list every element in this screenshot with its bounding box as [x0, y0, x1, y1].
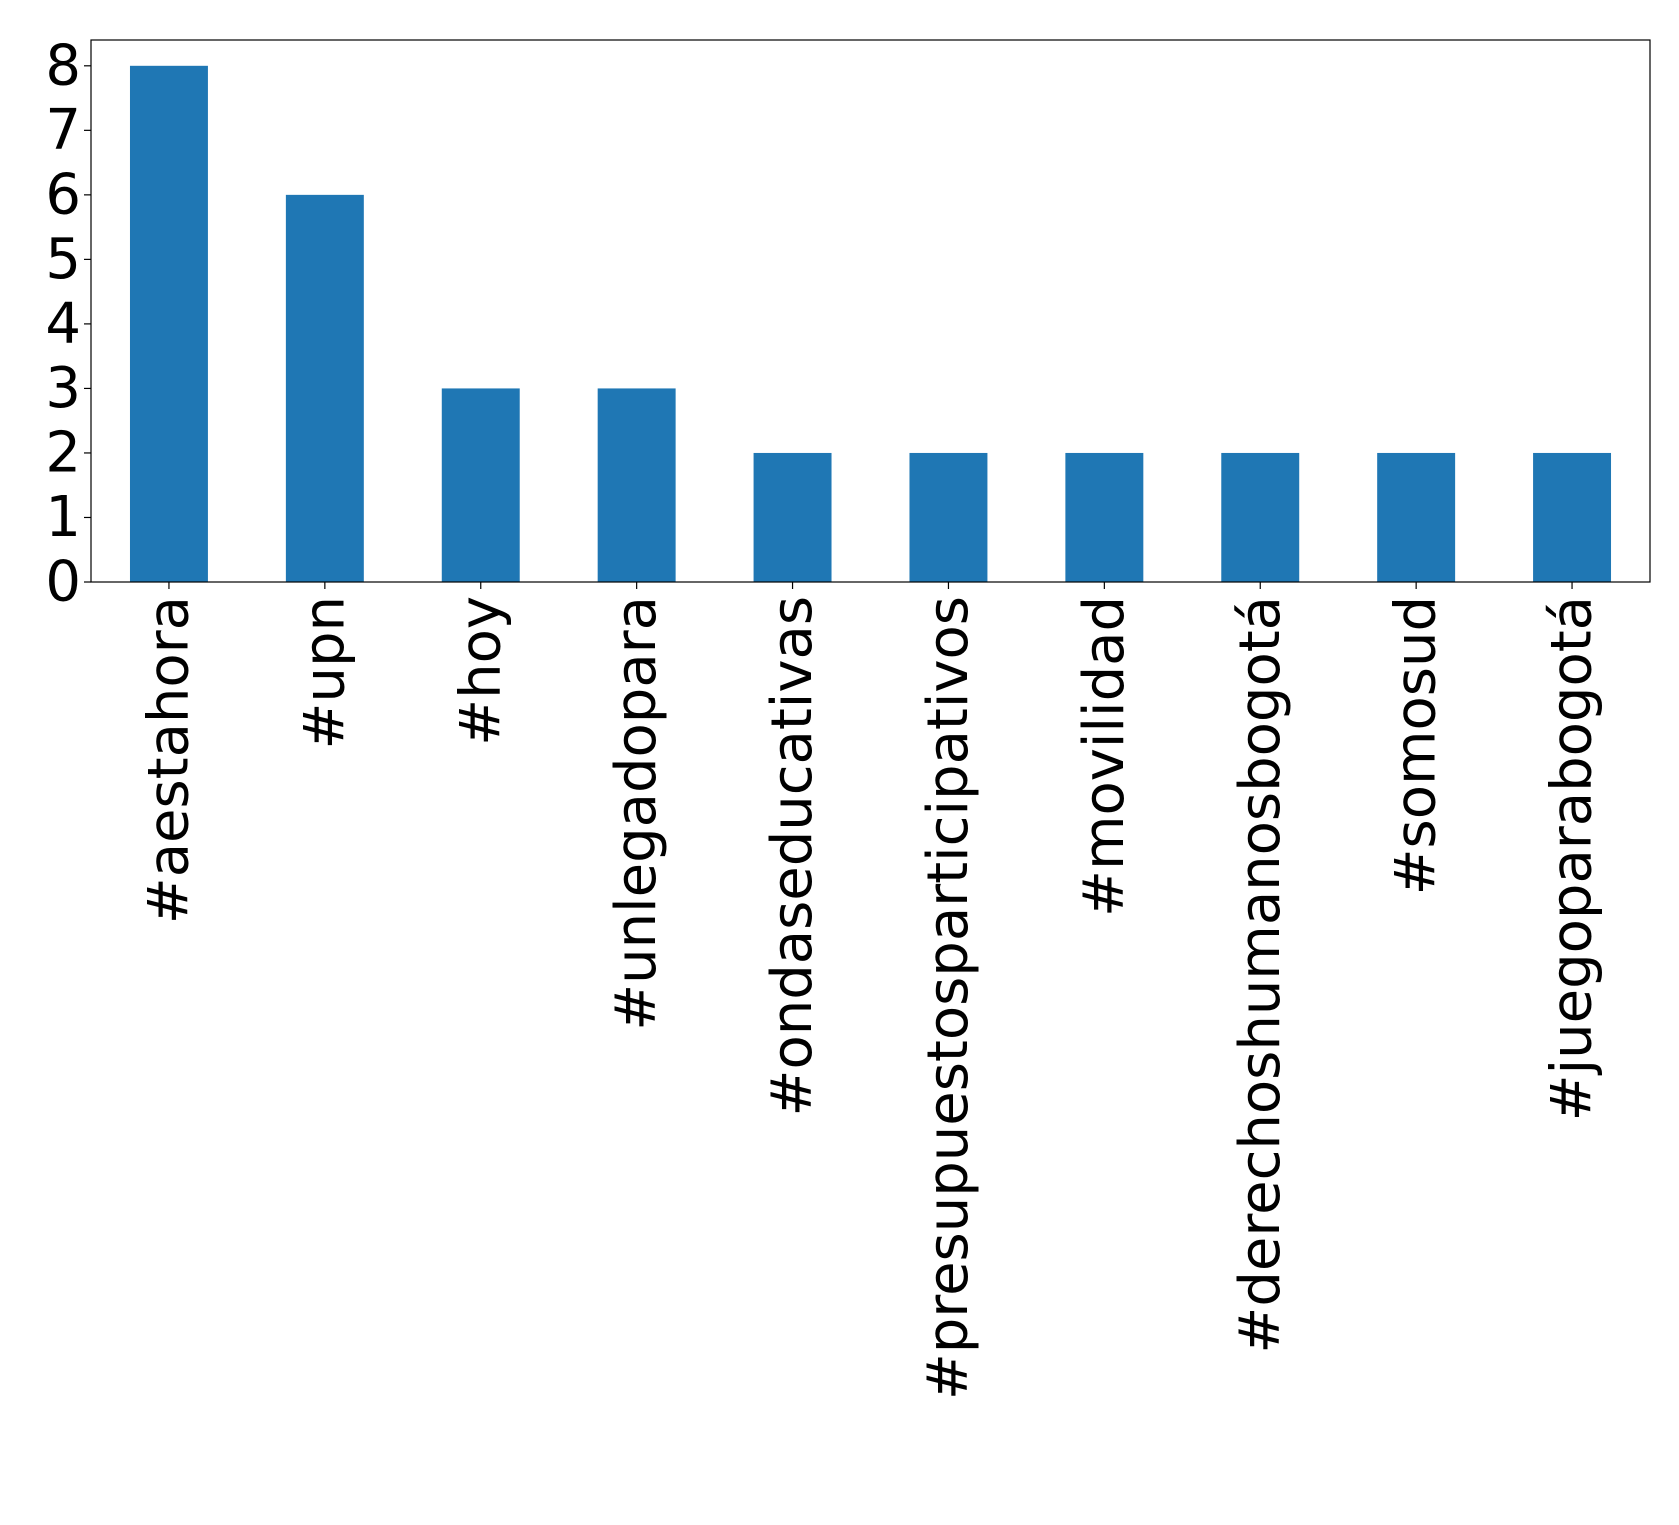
- x-tick-label: #derechoshumanosbogotá: [1228, 596, 1293, 1354]
- x-tick-label: #somosud: [1384, 596, 1449, 895]
- y-tick-label: 6: [45, 162, 81, 227]
- y-tick-label: 2: [45, 420, 81, 485]
- y-tick-label: 5: [45, 227, 81, 292]
- x-tick-label: #ondaseducativas: [760, 596, 825, 1116]
- plot-frame: [90, 39, 1651, 583]
- y-tick-label: 7: [45, 98, 81, 163]
- x-tick-label: #presupuestosparticipativos: [916, 596, 981, 1400]
- y-tick-label: 3: [45, 356, 81, 421]
- x-axis: #aestahora #upn #hoy #unlegadopara #ondasedu…: [136, 582, 1605, 1400]
- y-tick-label: 8: [45, 33, 81, 98]
- bar-9: [1533, 452, 1612, 582]
- bars-layer: [129, 65, 1612, 583]
- bar-2: [441, 388, 520, 582]
- x-tick-label: #unlegadopara: [604, 596, 669, 1031]
- bar-6: [1065, 452, 1144, 582]
- bar-5: [909, 452, 988, 582]
- bar-0: [129, 65, 208, 583]
- x-tick-label: #aestahora: [136, 596, 201, 924]
- bar-8: [1377, 452, 1456, 582]
- bar-4: [753, 452, 832, 582]
- y-tick-label: 0: [45, 550, 81, 615]
- bar-1: [285, 194, 364, 582]
- y-tick-label: 1: [45, 485, 81, 550]
- x-tick-label: #upn: [292, 596, 357, 749]
- x-tick-label: #movilidad: [1072, 596, 1137, 917]
- x-tick-label: #juegoparabogotá: [1540, 596, 1605, 1121]
- bar-3: [597, 388, 676, 582]
- y-tick-label: 4: [45, 291, 81, 356]
- bar-7: [1221, 452, 1300, 582]
- x-tick-label: #hoy: [448, 596, 513, 746]
